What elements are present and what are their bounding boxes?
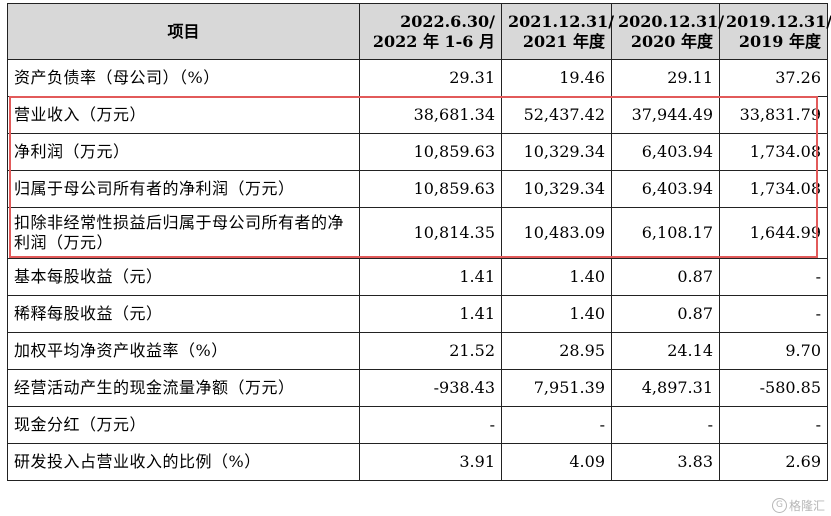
watermark: G 格隆汇 [771,497,825,514]
table-row: 归属于母公司所有者的净利润（万元） 10,859.63 10,329.34 6,… [7,170,828,208]
row-label: 现金分红（万元） [7,406,360,444]
table-cell: 1.40 [501,295,612,333]
table-row: 稀释每股收益（元） 1.41 1.40 0.87 - [7,295,828,333]
header-col-2022h1: 2022.6.30/ 2022 年 1-6 月 [359,3,502,60]
table-cell: 10,329.34 [501,133,612,171]
table-cell: 6,403.94 [611,170,720,208]
table-cell: - [719,295,828,333]
g-logo-icon: G [771,498,787,513]
table-row: 经营活动产生的现金流量净额（万元） -938.43 7,951.39 4,897… [7,369,828,407]
row-label: 净利润（万元） [7,133,360,171]
table-cell: 7,951.39 [501,369,612,407]
table-cell: 1,734.08 [719,133,828,171]
table-cell: -580.85 [719,369,828,407]
table-cell: 3.83 [611,443,720,481]
row-label: 经营活动产生的现金流量净额（万元） [7,369,360,407]
table-cell: 10,814.35 [359,207,502,259]
table-row: 现金分红（万元） - - - - [7,406,828,444]
header-col-line1: 2019.12.31/ [726,11,831,31]
row-label: 资产负债率（母公司）（%） [7,59,360,97]
table-cell: 1.40 [501,258,612,296]
table-cell: 1,644.99 [719,207,828,259]
table-cell: 29.31 [359,59,502,97]
row-label: 稀释每股收益（元） [7,295,360,333]
table-cell: 10,483.09 [501,207,612,259]
table-row: 加权平均净资产收益率（%） 21.52 28.95 24.14 9.70 [7,332,828,370]
table-cell: 1.41 [359,295,502,333]
table-cell: 10,859.63 [359,133,502,171]
table-cell: 1.41 [359,258,502,296]
header-col-line2: 2021 年度 [522,31,605,51]
table-cell: 4.09 [501,443,612,481]
header-col-line1: 2021.12.31/ [508,11,615,31]
table-cell: - [719,406,828,444]
header-col-2020: 2020.12.31/ 2020 年度 [611,3,725,60]
row-label: 研发投入占营业收入的比例（%） [7,443,360,481]
row-label: 扣除非经常性损益后归属于母公司所有者的净利润（万元） [7,207,360,259]
table-cell: 10,329.34 [501,170,612,208]
table-cell: 9.70 [719,332,828,370]
table-cell: - [719,258,828,296]
financial-indicators-table: 项目 2022.6.30/ 2022 年 1-6 月 2021.12.31/ 2… [7,3,831,481]
table-row: 研发投入占营业收入的比例（%） 3.91 4.09 3.83 2.69 [7,443,828,481]
table-cell: - [359,406,502,444]
header-col-line2: 2019 年度 [738,31,821,51]
header-col-line2: 2022 年 1-6 月 [372,31,495,51]
header-row: 项目 2022.6.30/ 2022 年 1-6 月 2021.12.31/ 2… [7,3,831,60]
table-cell: 2.69 [719,443,828,481]
header-col-line2: 2020 年度 [630,31,713,51]
table-cell: 10,859.63 [359,170,502,208]
table-cell: 52,437.42 [501,96,612,134]
table-cell: 24.14 [611,332,720,370]
table-row: 资产负债率（母公司）（%） 29.31 19.46 29.11 37.26 [7,59,828,97]
table-cell: 33,831.79 [719,96,828,134]
row-label: 基本每股收益（元） [7,258,360,296]
table-cell: 29.11 [611,59,720,97]
table-cell: 6,108.17 [611,207,720,259]
header-col-line1: 2020.12.31/ [618,11,725,31]
table-cell: - [501,406,612,444]
table-cell: 28.95 [501,332,612,370]
header-col-2021: 2021.12.31/ 2021 年度 [501,3,615,60]
row-label: 加权平均净资产收益率（%） [7,332,360,370]
header-col-2019: 2019.12.31/ 2019 年度 [719,3,831,60]
table-row: 扣除非经常性损益后归属于母公司所有者的净利润（万元） 10,814.35 10,… [7,207,828,259]
table-cell: 37,944.49 [611,96,720,134]
table-cell: 4,897.31 [611,369,720,407]
table-cell: 0.87 [611,295,720,333]
table-cell: -938.43 [359,369,502,407]
header-item: 项目 [7,3,360,60]
table-cell: 0.87 [611,258,720,296]
watermark-text: 格隆汇 [788,499,825,513]
table-cell: - [611,406,720,444]
table-row: 净利润（万元） 10,859.63 10,329.34 6,403.94 1,7… [7,133,828,171]
table-row: 营业收入（万元） 38,681.34 52,437.42 37,944.49 3… [7,96,828,134]
table-row: 基本每股收益（元） 1.41 1.40 0.87 - [7,258,828,296]
table-cell: 6,403.94 [611,133,720,171]
table-cell: 37.26 [719,59,828,97]
table-cell: 1,734.08 [719,170,828,208]
table-cell: 19.46 [501,59,612,97]
table-cell: 21.52 [359,332,502,370]
row-label: 营业收入（万元） [7,96,360,134]
table-cell: 38,681.34 [359,96,502,134]
table-cell: 3.91 [359,443,502,481]
row-label: 归属于母公司所有者的净利润（万元） [7,170,360,208]
header-col-line1: 2022.6.30/ [400,11,495,31]
